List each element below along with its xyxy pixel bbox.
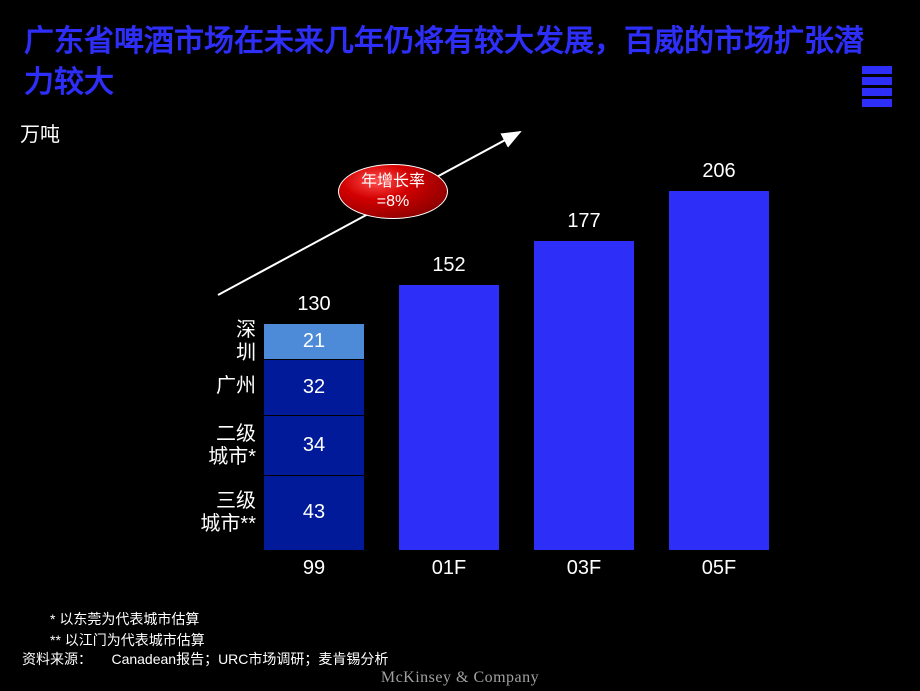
segment-category-label: 广州 — [180, 375, 256, 398]
bar-segment — [534, 240, 634, 550]
x-axis-label: 01F — [399, 557, 499, 580]
bar-segment — [669, 190, 769, 551]
bar-chart: 年增长率 =8% 130433432219915201F17703F20605F… — [200, 150, 800, 580]
footnote-1: * 以东莞为代表城市估算 — [50, 609, 205, 630]
bar-01F: 15201F — [399, 284, 499, 550]
plot-area: 1304334322199 15201F 17703F 20605F — [264, 150, 804, 550]
x-axis-label: 03F — [534, 557, 634, 580]
source-text: Canadean报告；URC市场调研；麦肯锡分析 — [111, 651, 388, 667]
footnotes: * 以东莞为代表城市估算 ** 以江门为代表城市估算 — [50, 609, 205, 651]
segment-category-label: 深圳 — [180, 319, 256, 365]
footnote-2: ** 以江门为代表城市估算 — [50, 630, 205, 651]
bar-segment: 32 — [264, 359, 364, 415]
segment-category-label: 三级城市** — [180, 490, 256, 536]
segment-category-label: 二级城市* — [180, 423, 256, 469]
bar-total: 152 — [399, 254, 499, 277]
bar-segment: 43 — [264, 475, 364, 550]
slide-title: 广东省啤酒市场在未来几年仍将有较大发展，百威的市场扩张潜力较大 — [24, 22, 884, 103]
bar-total: 177 — [534, 210, 634, 233]
bar-total: 130 — [264, 293, 364, 316]
bar-03F: 17703F — [534, 240, 634, 550]
x-axis-label: 05F — [669, 557, 769, 580]
unit-label: 万吨 — [20, 118, 60, 147]
bar-05F: 20605F — [669, 190, 769, 551]
x-axis-label: 99 — [264, 557, 364, 580]
source-line: 资料来源： Canadean报告；URC市场调研；麦肯锡分析 — [22, 649, 388, 669]
bar-segment: 21 — [264, 323, 364, 360]
mckinsey-logo: McKinsey & Company — [381, 669, 539, 687]
decor-bars-icon — [862, 66, 892, 107]
bar-segment — [399, 284, 499, 550]
bar-99: 1304334322199 — [264, 323, 364, 551]
bar-total: 206 — [669, 160, 769, 183]
bar-segment: 34 — [264, 415, 364, 475]
source-label: 资料来源： — [22, 651, 92, 667]
